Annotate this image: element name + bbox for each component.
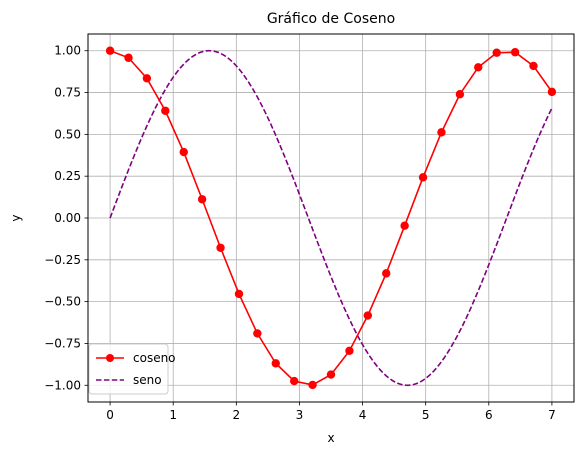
x-tick-label: 6 [485,408,493,422]
legend-label-seno: seno [133,373,162,387]
data-point-coseno [418,173,428,182]
data-point-coseno [547,87,557,97]
data-point-coseno [253,329,262,338]
data-point-coseno [363,311,372,320]
x-tick-label: 0 [106,408,114,422]
x-tick-label: 2 [233,408,241,422]
data-point-coseno [326,370,336,379]
legend-marker-coseno [106,354,114,362]
data-point-coseno [345,346,354,356]
y-tick-label: −0.50 [44,295,81,309]
data-point-coseno [290,376,299,386]
x-tick-label: 5 [422,408,430,422]
y-tick-label: 0.75 [54,86,81,100]
y-tick-label: −0.75 [44,336,81,350]
y-tick-label: 0.00 [54,211,81,225]
x-tick-label: 1 [169,408,177,422]
x-tick-label: 3 [296,408,304,422]
legend: coseno seno [88,343,176,395]
data-point-coseno [382,269,391,278]
data-point-coseno [400,221,409,230]
data-point-coseno [161,106,170,115]
legend-label-coseno: coseno [133,351,176,365]
x-tick-label: 4 [359,408,367,422]
y-axis-label: y [9,214,23,221]
x-axis: 0 1 2 3 4 5 6 7 [106,402,556,422]
x-axis-label: x [327,431,334,445]
data-point-coseno [105,46,115,55]
y-tick-label: −0.25 [44,253,81,267]
y-tick-label: −1.00 [44,378,81,392]
x-tick-label: 7 [548,408,556,422]
data-point-coseno [308,380,317,390]
chart-title: Gráfico de Coseno [267,11,395,27]
data-point-coseno [179,147,188,157]
data-point-coseno [197,195,207,204]
data-point-coseno [492,48,501,57]
series-layer [105,46,557,390]
data-point-coseno [216,243,225,252]
y-tick-label: 0.50 [54,127,81,141]
data-point-coseno [455,90,465,99]
data-point-coseno [437,128,446,137]
data-point-coseno [234,289,244,299]
data-point-coseno [124,53,133,62]
y-tick-label: 1.00 [54,44,81,58]
data-point-coseno [142,74,152,83]
data-point-coseno [474,63,483,72]
series-line-seno [109,49,553,387]
data-point-coseno [510,48,520,57]
y-axis: −1.00 −0.75 −0.50 −0.25 0.00 0.25 0.50 0.75 1.00 [44,44,88,392]
data-point-coseno [529,61,538,71]
y-tick-label: 0.25 [54,169,81,183]
data-point-coseno [271,359,280,368]
